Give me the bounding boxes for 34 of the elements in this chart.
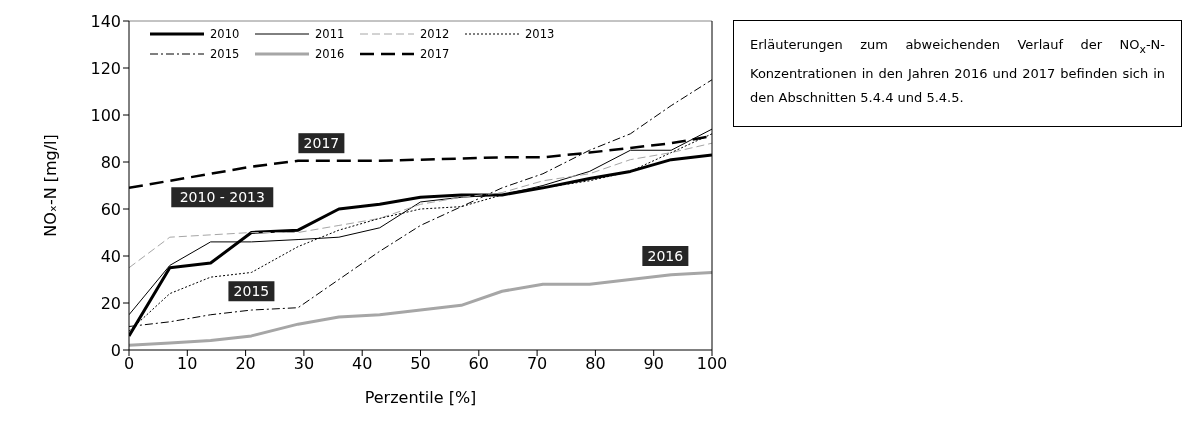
y-tick-label: 100 (90, 105, 121, 125)
line-series (129, 270, 712, 347)
x-tick-label: 40 (352, 354, 373, 374)
y-tick-label: 60 (100, 199, 121, 219)
legend-label: 2012 (420, 27, 450, 41)
x-tick-label: 60 (468, 354, 489, 374)
x-tick-label: 100 (696, 354, 728, 374)
x-tick-label: 70 (526, 354, 548, 374)
legend-label: 2015 (210, 47, 240, 61)
annotation: 2017 (303, 135, 340, 152)
x-tick-label: 10 (177, 354, 198, 374)
x-tick-label: 90 (643, 354, 664, 374)
y-tick-label: 140 (90, 11, 121, 31)
y-tick-label: 80 (100, 152, 121, 172)
annotation: 2015 (233, 283, 270, 300)
y-axis-title: NOₓ-N [mg/l] (41, 134, 60, 237)
text: Erläuterungen zum abweichenden Verlauf der NO$_{x}$-N-Konzentrationen in den Jahren 2016 und 2017 befinden sich in den Abschnitten 5.4.4 und 5.4.5. (733, 20, 1182, 127)
x-tick-label: 20 (235, 354, 256, 374)
legend-label: 2017 (420, 47, 450, 61)
x-tick-label: 50 (410, 354, 431, 374)
y-tick-label: 40 (100, 246, 121, 266)
legend-label: 2013 (525, 27, 555, 41)
legend-label: 2011 (315, 27, 345, 41)
y-tick-label: 0 (110, 340, 121, 360)
legend-label: 2010 (210, 27, 240, 41)
y-tick-label: 20 (100, 293, 121, 313)
annotation: 2010 - 2013 (179, 189, 265, 206)
y-tick-label: 120 (90, 58, 121, 78)
x-axis-title: Perzentile [%] (364, 388, 477, 407)
x-tick-label: 0 (123, 354, 135, 374)
legend-label: 2016 (315, 47, 345, 61)
annotation: 2016 (647, 248, 684, 264)
x-tick-label: 30 (293, 354, 315, 374)
x-tick-label: 80 (585, 354, 606, 374)
